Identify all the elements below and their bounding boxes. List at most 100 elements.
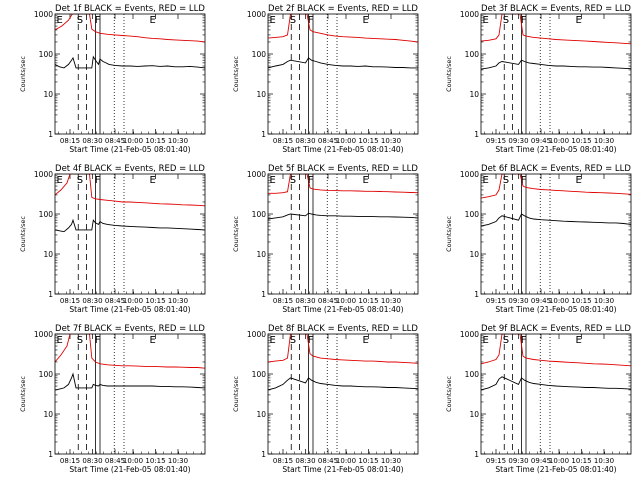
panel-7: Det 7f BLACK = Events, RED = LLD Counts/s… bbox=[19, 324, 205, 474]
lld-series-line bbox=[268, 174, 418, 194]
events-series-line bbox=[268, 212, 418, 220]
y-tick-label: 1000 bbox=[247, 330, 266, 339]
phase-marker: E bbox=[576, 15, 582, 26]
y-tick-label: 1000 bbox=[34, 330, 53, 339]
y-tick-label: 10 bbox=[43, 410, 53, 419]
y-tick-label: 1000 bbox=[247, 10, 266, 19]
y-tick-label: 1000 bbox=[247, 170, 266, 179]
y-axis-label: Counts/sec bbox=[232, 56, 240, 92]
phase-marker: E bbox=[270, 335, 276, 346]
y-tick-label: 1000 bbox=[460, 10, 479, 19]
x-tick-label: 10:00 bbox=[336, 297, 356, 305]
phase-marker: E bbox=[57, 335, 63, 346]
x-tick-label: 10:30 bbox=[594, 297, 614, 305]
x-tick-label: 10:00 bbox=[123, 297, 143, 305]
plot-frame bbox=[54, 13, 206, 135]
panel-title: Det 2f BLACK = Events, RED = LLD bbox=[268, 4, 418, 14]
events-series-line bbox=[481, 59, 631, 70]
x-axis-label: Start Time (21-Feb-05 08:01:40) bbox=[69, 145, 190, 154]
x-tick-label: 08:15 bbox=[273, 137, 293, 145]
x-tick-label: 08:30 bbox=[295, 457, 315, 465]
lld-series-line bbox=[268, 14, 418, 43]
phase-marker: F bbox=[521, 15, 527, 26]
phase-marker: E bbox=[483, 175, 489, 186]
x-tick-label: 10:15 bbox=[571, 297, 591, 305]
panel-5: Det 5f BLACK = Events, RED = LLD Counts/s… bbox=[232, 164, 418, 314]
phase-marker: S bbox=[290, 15, 296, 26]
x-tick-label: 08:15 bbox=[273, 297, 293, 305]
y-axis-label: Counts/sec bbox=[19, 216, 27, 252]
x-tick-label: 10:00 bbox=[549, 297, 569, 305]
x-tick-label: 10:15 bbox=[358, 297, 378, 305]
x-tick-label: 09:30 bbox=[508, 297, 528, 305]
plot-frame bbox=[54, 333, 206, 455]
panel-title: Det 6f BLACK = Events, RED = LLD bbox=[481, 164, 631, 174]
x-tick-label: 09:45 bbox=[531, 457, 551, 465]
x-tick-label: 09:30 bbox=[508, 137, 528, 145]
x-tick-label: 09:45 bbox=[531, 297, 551, 305]
lld-series-line bbox=[55, 14, 205, 43]
x-tick-label: 08:30 bbox=[295, 137, 315, 145]
y-tick-label: 1 bbox=[261, 450, 266, 459]
y-tick-label: 10 bbox=[256, 90, 266, 99]
panel-title: Det 9f BLACK = Events, RED = LLD bbox=[481, 324, 631, 334]
phase-marker: E bbox=[576, 335, 582, 346]
plot-frame bbox=[480, 173, 632, 295]
lld-series-line bbox=[55, 334, 205, 369]
x-tick-label: 09:45 bbox=[531, 137, 551, 145]
x-tick-label: 08:30 bbox=[82, 137, 102, 145]
phase-marker: F bbox=[521, 335, 527, 346]
x-axis-label: Start Time (21-Feb-05 08:01:40) bbox=[495, 145, 616, 154]
y-tick-label: 100 bbox=[39, 370, 54, 379]
y-tick-label: 100 bbox=[252, 370, 267, 379]
panel-6: Det 6f BLACK = Events, RED = LLD Counts/s… bbox=[445, 164, 631, 314]
x-tick-label: 10:00 bbox=[123, 457, 143, 465]
phase-marker: S bbox=[77, 15, 83, 26]
y-tick-label: 10 bbox=[43, 90, 53, 99]
y-tick-label: 100 bbox=[39, 50, 54, 59]
panel-9: Det 9f BLACK = Events, RED = LLD Counts/s… bbox=[445, 324, 631, 474]
x-tick-label: 10:30 bbox=[168, 137, 188, 145]
x-tick-label: 08:45 bbox=[318, 297, 338, 305]
y-tick-label: 1 bbox=[48, 450, 53, 459]
x-tick-label: 10:30 bbox=[168, 457, 188, 465]
x-tick-label: 10:00 bbox=[336, 137, 356, 145]
phase-marker: S bbox=[503, 15, 509, 26]
x-tick-label: 10:30 bbox=[594, 137, 614, 145]
phase-marker: E bbox=[150, 15, 156, 26]
panel-title: Det 7f BLACK = Events, RED = LLD bbox=[55, 324, 205, 334]
phase-marker: E bbox=[150, 175, 156, 186]
x-tick-label: 10:30 bbox=[381, 297, 401, 305]
y-tick-label: 10 bbox=[43, 250, 53, 259]
x-tick-label: 10:30 bbox=[594, 457, 614, 465]
phase-marker: S bbox=[503, 335, 509, 346]
y-axis-label: Counts/sec bbox=[232, 376, 240, 412]
x-axis-label: Start Time (21-Feb-05 08:01:40) bbox=[69, 305, 190, 314]
lld-series-line bbox=[481, 174, 631, 199]
phase-marker: E bbox=[150, 335, 156, 346]
x-tick-label: 10:15 bbox=[145, 137, 165, 145]
x-tick-label: 10:30 bbox=[168, 297, 188, 305]
x-axis-label: Start Time (21-Feb-05 08:01:40) bbox=[282, 305, 403, 314]
y-tick-label: 1 bbox=[474, 450, 479, 459]
x-axis-label: Start Time (21-Feb-05 08:01:40) bbox=[495, 465, 616, 474]
lld-series-line bbox=[481, 14, 631, 45]
x-tick-label: 10:15 bbox=[358, 137, 378, 145]
x-axis-label: Start Time (21-Feb-05 08:01:40) bbox=[69, 465, 190, 474]
events-series-line bbox=[481, 376, 631, 391]
y-tick-label: 10 bbox=[256, 250, 266, 259]
phase-marker: F bbox=[95, 335, 101, 346]
x-tick-label: 08:45 bbox=[105, 137, 125, 145]
panel-title: Det 5f BLACK = Events, RED = LLD bbox=[268, 164, 418, 174]
lld-series-line bbox=[481, 334, 631, 367]
phase-marker: F bbox=[308, 15, 314, 26]
lld-series-line bbox=[55, 174, 205, 207]
phase-marker: F bbox=[308, 335, 314, 346]
phase-marker: E bbox=[363, 175, 369, 186]
phase-marker: F bbox=[95, 175, 101, 186]
y-tick-label: 100 bbox=[252, 210, 267, 219]
y-axis-label: Counts/sec bbox=[445, 56, 453, 92]
events-series-line bbox=[481, 213, 631, 227]
